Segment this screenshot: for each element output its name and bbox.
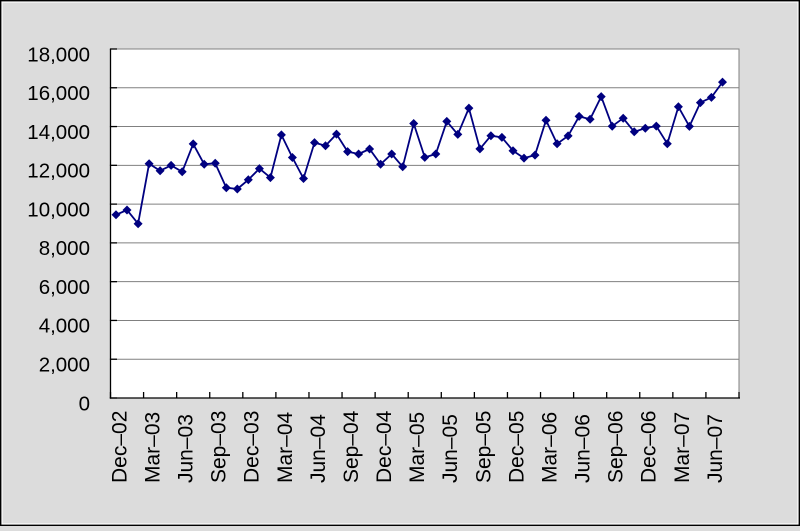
svg-text:Mar–05: Mar–05	[406, 412, 429, 483]
svg-text:4,000: 4,000	[39, 315, 90, 338]
svg-text:Jun–05: Jun–05	[439, 414, 462, 483]
svg-text:Jun–04: Jun–04	[307, 414, 330, 483]
svg-text:14,000: 14,000	[27, 121, 90, 144]
svg-text:Jun–03: Jun–03	[175, 414, 198, 483]
svg-text:Mar–06: Mar–06	[538, 412, 561, 483]
svg-text:Mar–04: Mar–04	[274, 411, 297, 483]
svg-text:Sep–05: Sep–05	[472, 411, 495, 483]
svg-text:8,000: 8,000	[39, 237, 90, 260]
svg-text:Dec–06: Dec–06	[638, 411, 661, 483]
svg-text:Sep–03: Sep–03	[208, 411, 231, 483]
svg-text:Dec–03: Dec–03	[241, 411, 264, 483]
svg-text:Sep–06: Sep–06	[605, 411, 628, 483]
svg-text:16,000: 16,000	[27, 82, 90, 105]
svg-text:Sep–04: Sep–04	[340, 410, 363, 483]
svg-text:Mar–07: Mar–07	[671, 412, 694, 483]
svg-text:Mar–03: Mar–03	[142, 412, 165, 483]
svg-text:6,000: 6,000	[39, 276, 90, 299]
svg-text:Jun–07: Jun–07	[704, 414, 727, 483]
svg-text:Dec–04: Dec–04	[373, 410, 396, 483]
svg-text:Dec–02: Dec–02	[108, 411, 131, 483]
svg-text:18,000: 18,000	[27, 43, 90, 66]
svg-text:2,000: 2,000	[39, 354, 90, 377]
svg-text:Dec–05: Dec–05	[505, 411, 528, 483]
svg-text:0: 0	[79, 392, 90, 415]
svg-text:Jun–06: Jun–06	[572, 414, 595, 483]
svg-text:10,000: 10,000	[27, 198, 90, 221]
svg-text:12,000: 12,000	[27, 160, 90, 183]
